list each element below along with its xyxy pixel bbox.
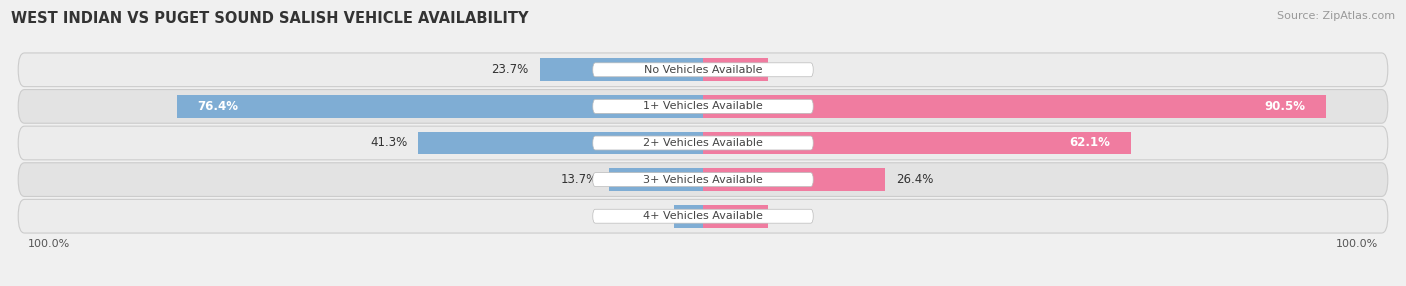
FancyBboxPatch shape <box>593 209 813 223</box>
Bar <box>177 95 703 118</box>
FancyBboxPatch shape <box>18 53 1388 87</box>
Text: 4.2%: 4.2% <box>633 210 664 223</box>
Text: 26.4%: 26.4% <box>896 173 934 186</box>
Bar <box>673 205 703 228</box>
Bar <box>703 95 1326 118</box>
Text: 90.5%: 90.5% <box>1265 100 1306 113</box>
Text: Source: ZipAtlas.com: Source: ZipAtlas.com <box>1277 11 1395 21</box>
FancyBboxPatch shape <box>18 90 1388 123</box>
FancyBboxPatch shape <box>18 126 1388 160</box>
Text: 62.1%: 62.1% <box>1070 136 1111 150</box>
Bar <box>703 205 768 228</box>
FancyBboxPatch shape <box>593 136 813 150</box>
Text: 9.5%: 9.5% <box>779 63 810 76</box>
FancyBboxPatch shape <box>18 163 1388 196</box>
Text: 100.0%: 100.0% <box>28 239 70 249</box>
Text: 13.7%: 13.7% <box>561 173 598 186</box>
Bar <box>703 168 884 191</box>
Text: No Vehicles Available: No Vehicles Available <box>644 65 762 75</box>
Bar <box>609 168 703 191</box>
Bar <box>419 132 703 154</box>
Bar <box>540 58 703 81</box>
Text: 9.4%: 9.4% <box>779 210 808 223</box>
Text: 2+ Vehicles Available: 2+ Vehicles Available <box>643 138 763 148</box>
FancyBboxPatch shape <box>593 173 813 186</box>
Text: WEST INDIAN VS PUGET SOUND SALISH VEHICLE AVAILABILITY: WEST INDIAN VS PUGET SOUND SALISH VEHICL… <box>11 11 529 26</box>
Text: 23.7%: 23.7% <box>492 63 529 76</box>
Bar <box>703 58 769 81</box>
FancyBboxPatch shape <box>18 199 1388 233</box>
Text: 100.0%: 100.0% <box>1336 239 1378 249</box>
Text: 4+ Vehicles Available: 4+ Vehicles Available <box>643 211 763 221</box>
Bar <box>703 132 1130 154</box>
Text: 1+ Vehicles Available: 1+ Vehicles Available <box>643 102 763 111</box>
Text: 41.3%: 41.3% <box>370 136 408 150</box>
FancyBboxPatch shape <box>593 100 813 113</box>
Text: 3+ Vehicles Available: 3+ Vehicles Available <box>643 175 763 184</box>
FancyBboxPatch shape <box>593 63 813 77</box>
Text: 76.4%: 76.4% <box>197 100 239 113</box>
